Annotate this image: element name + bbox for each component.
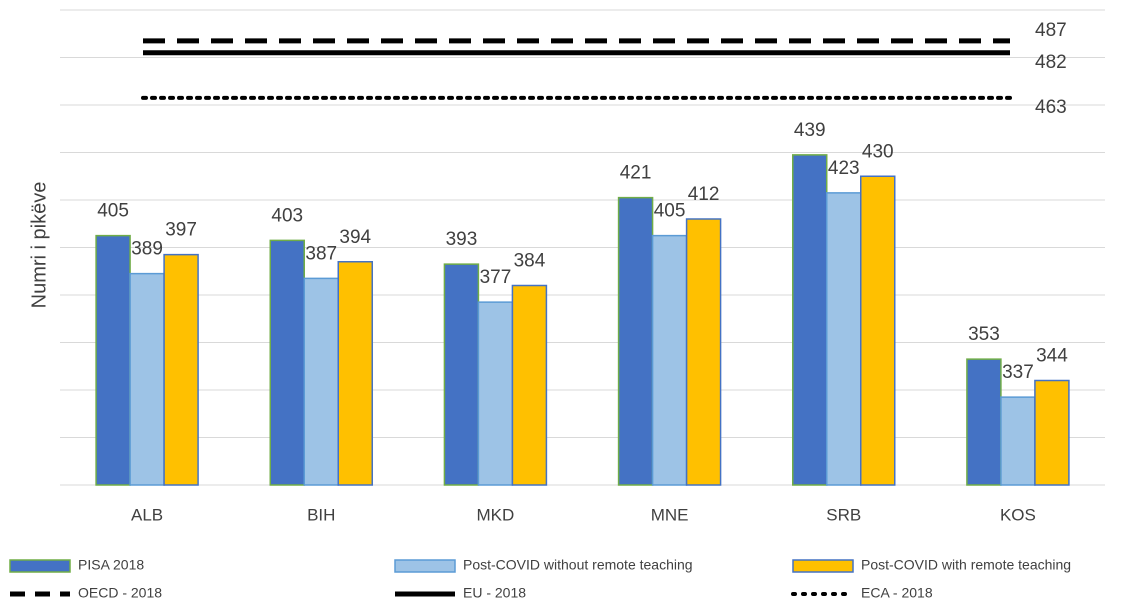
data-label: 430 (862, 141, 894, 162)
bar (685, 218, 722, 486)
reference-label: 482 (1035, 52, 1067, 73)
data-label: 405 (97, 201, 129, 222)
legend-label: OECD - 2018 (78, 585, 162, 601)
bar (826, 192, 862, 486)
data-label: 397 (165, 220, 197, 241)
legend-label: EU - 2018 (463, 585, 526, 601)
data-label: 412 (688, 184, 720, 205)
bar (477, 301, 514, 486)
data-label: 394 (339, 227, 371, 248)
x-tick-label: MNE (651, 505, 689, 524)
bar (651, 234, 688, 486)
data-label: 393 (446, 229, 478, 250)
x-tick-label: ALB (131, 505, 163, 524)
x-tick-label: SRB (826, 505, 861, 524)
data-label: 384 (514, 251, 546, 272)
reference-label: 487 (1035, 20, 1067, 41)
data-label: 387 (305, 243, 337, 264)
legend-label: Post-COVID without remote teaching (463, 557, 693, 573)
y-axis-label: Numri i pikëve (28, 182, 50, 309)
bar (1034, 379, 1070, 486)
data-label: 421 (620, 163, 652, 184)
bar (303, 277, 339, 486)
data-label: 439 (794, 120, 826, 141)
bar (792, 154, 828, 486)
legend-label: ECA - 2018 (861, 585, 933, 601)
legend-label: Post-COVID with remote teaching (861, 557, 1071, 573)
legend-swatch (792, 559, 854, 573)
legend-swatch (9, 559, 71, 573)
data-label: 423 (828, 158, 860, 179)
data-label: 389 (131, 239, 163, 260)
data-label: 337 (1002, 362, 1034, 383)
bar (511, 284, 548, 486)
bar (269, 239, 305, 486)
legend-label: PISA 2018 (78, 557, 144, 573)
reference-label: 463 (1035, 97, 1067, 118)
bar (95, 234, 131, 486)
bar (129, 272, 165, 486)
bar (443, 263, 480, 486)
data-label: 353 (968, 324, 1000, 345)
bar (337, 261, 373, 486)
data-label: 377 (480, 267, 512, 288)
data-label: 405 (654, 201, 686, 222)
legend-swatch (394, 559, 456, 573)
bar (1000, 396, 1036, 486)
data-label: 344 (1036, 346, 1068, 367)
x-tick-label: KOS (1000, 505, 1036, 524)
bar (163, 253, 199, 486)
x-tick-label: MKD (477, 505, 515, 524)
bar (860, 175, 896, 486)
bar (966, 358, 1002, 486)
x-tick-label: BIH (307, 505, 335, 524)
data-label: 403 (271, 205, 303, 226)
bar (617, 196, 654, 486)
